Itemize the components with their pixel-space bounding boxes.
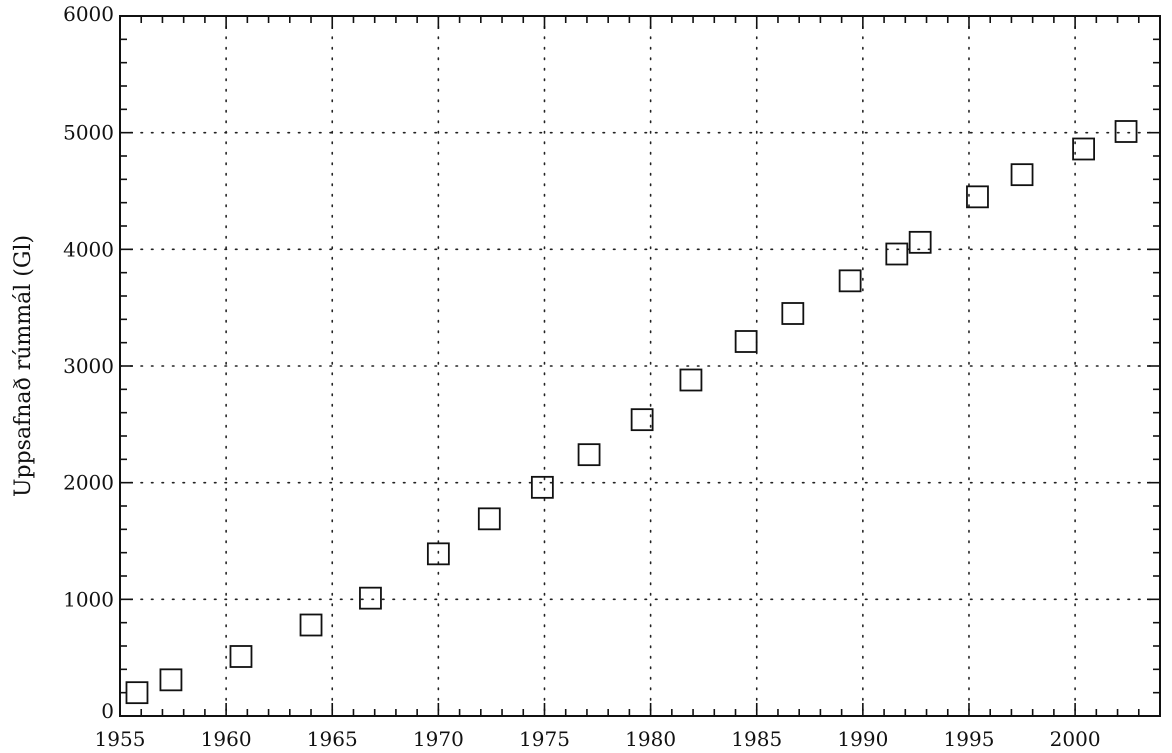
x-tick-label: 1955 xyxy=(95,727,146,751)
data-point xyxy=(885,242,909,266)
data-point xyxy=(229,645,253,668)
x-tick-label: 2000 xyxy=(1050,727,1101,751)
data-point xyxy=(1114,120,1138,143)
y-tick-labels: 0 1000 2000 3000 4000 5000 6000 xyxy=(63,2,114,723)
x-tick-label: 1965 xyxy=(307,727,358,751)
data-point xyxy=(966,185,989,209)
y-tick-label: 0 xyxy=(101,699,114,723)
data-point xyxy=(577,443,601,467)
x-tick-label: 1995 xyxy=(944,727,995,751)
y-axis-label: Uppsafnað rúmmál (Gl) xyxy=(11,235,36,497)
y-tick-label: 1000 xyxy=(63,587,114,611)
data-point xyxy=(781,302,805,325)
data-point xyxy=(299,613,323,637)
data-point xyxy=(159,668,183,692)
y-tick-label: 5000 xyxy=(63,121,114,145)
data-point xyxy=(679,368,703,392)
x-tick-label: 1975 xyxy=(519,727,570,751)
y-tick-label: 4000 xyxy=(63,237,114,261)
data-point xyxy=(1010,163,1034,187)
data-point xyxy=(359,586,382,610)
data-points xyxy=(125,120,1138,705)
data-point xyxy=(477,507,501,531)
y-tick-label: 2000 xyxy=(63,471,114,495)
data-point xyxy=(908,230,932,254)
x-tick-label: 1970 xyxy=(413,727,464,751)
x-tick-labels: 1955 1960 1965 1970 1975 1980 1985 1990 1995 2000 xyxy=(95,727,1101,751)
data-point xyxy=(630,408,654,432)
x-tick-label: 1990 xyxy=(837,727,888,751)
plot-frame xyxy=(119,15,1161,717)
grid-lines xyxy=(119,15,1161,717)
data-point xyxy=(838,269,862,293)
x-tick-label: 1985 xyxy=(731,727,782,751)
data-point xyxy=(1072,137,1095,161)
data-point xyxy=(125,681,149,705)
x-tick-label: 1980 xyxy=(625,727,676,751)
data-point xyxy=(734,330,758,353)
data-point xyxy=(530,475,554,499)
data-point xyxy=(426,542,450,566)
y-tick-label: 6000 xyxy=(63,2,114,26)
y-tick-label: 3000 xyxy=(63,354,114,378)
x-tick-label: 1960 xyxy=(201,727,252,751)
